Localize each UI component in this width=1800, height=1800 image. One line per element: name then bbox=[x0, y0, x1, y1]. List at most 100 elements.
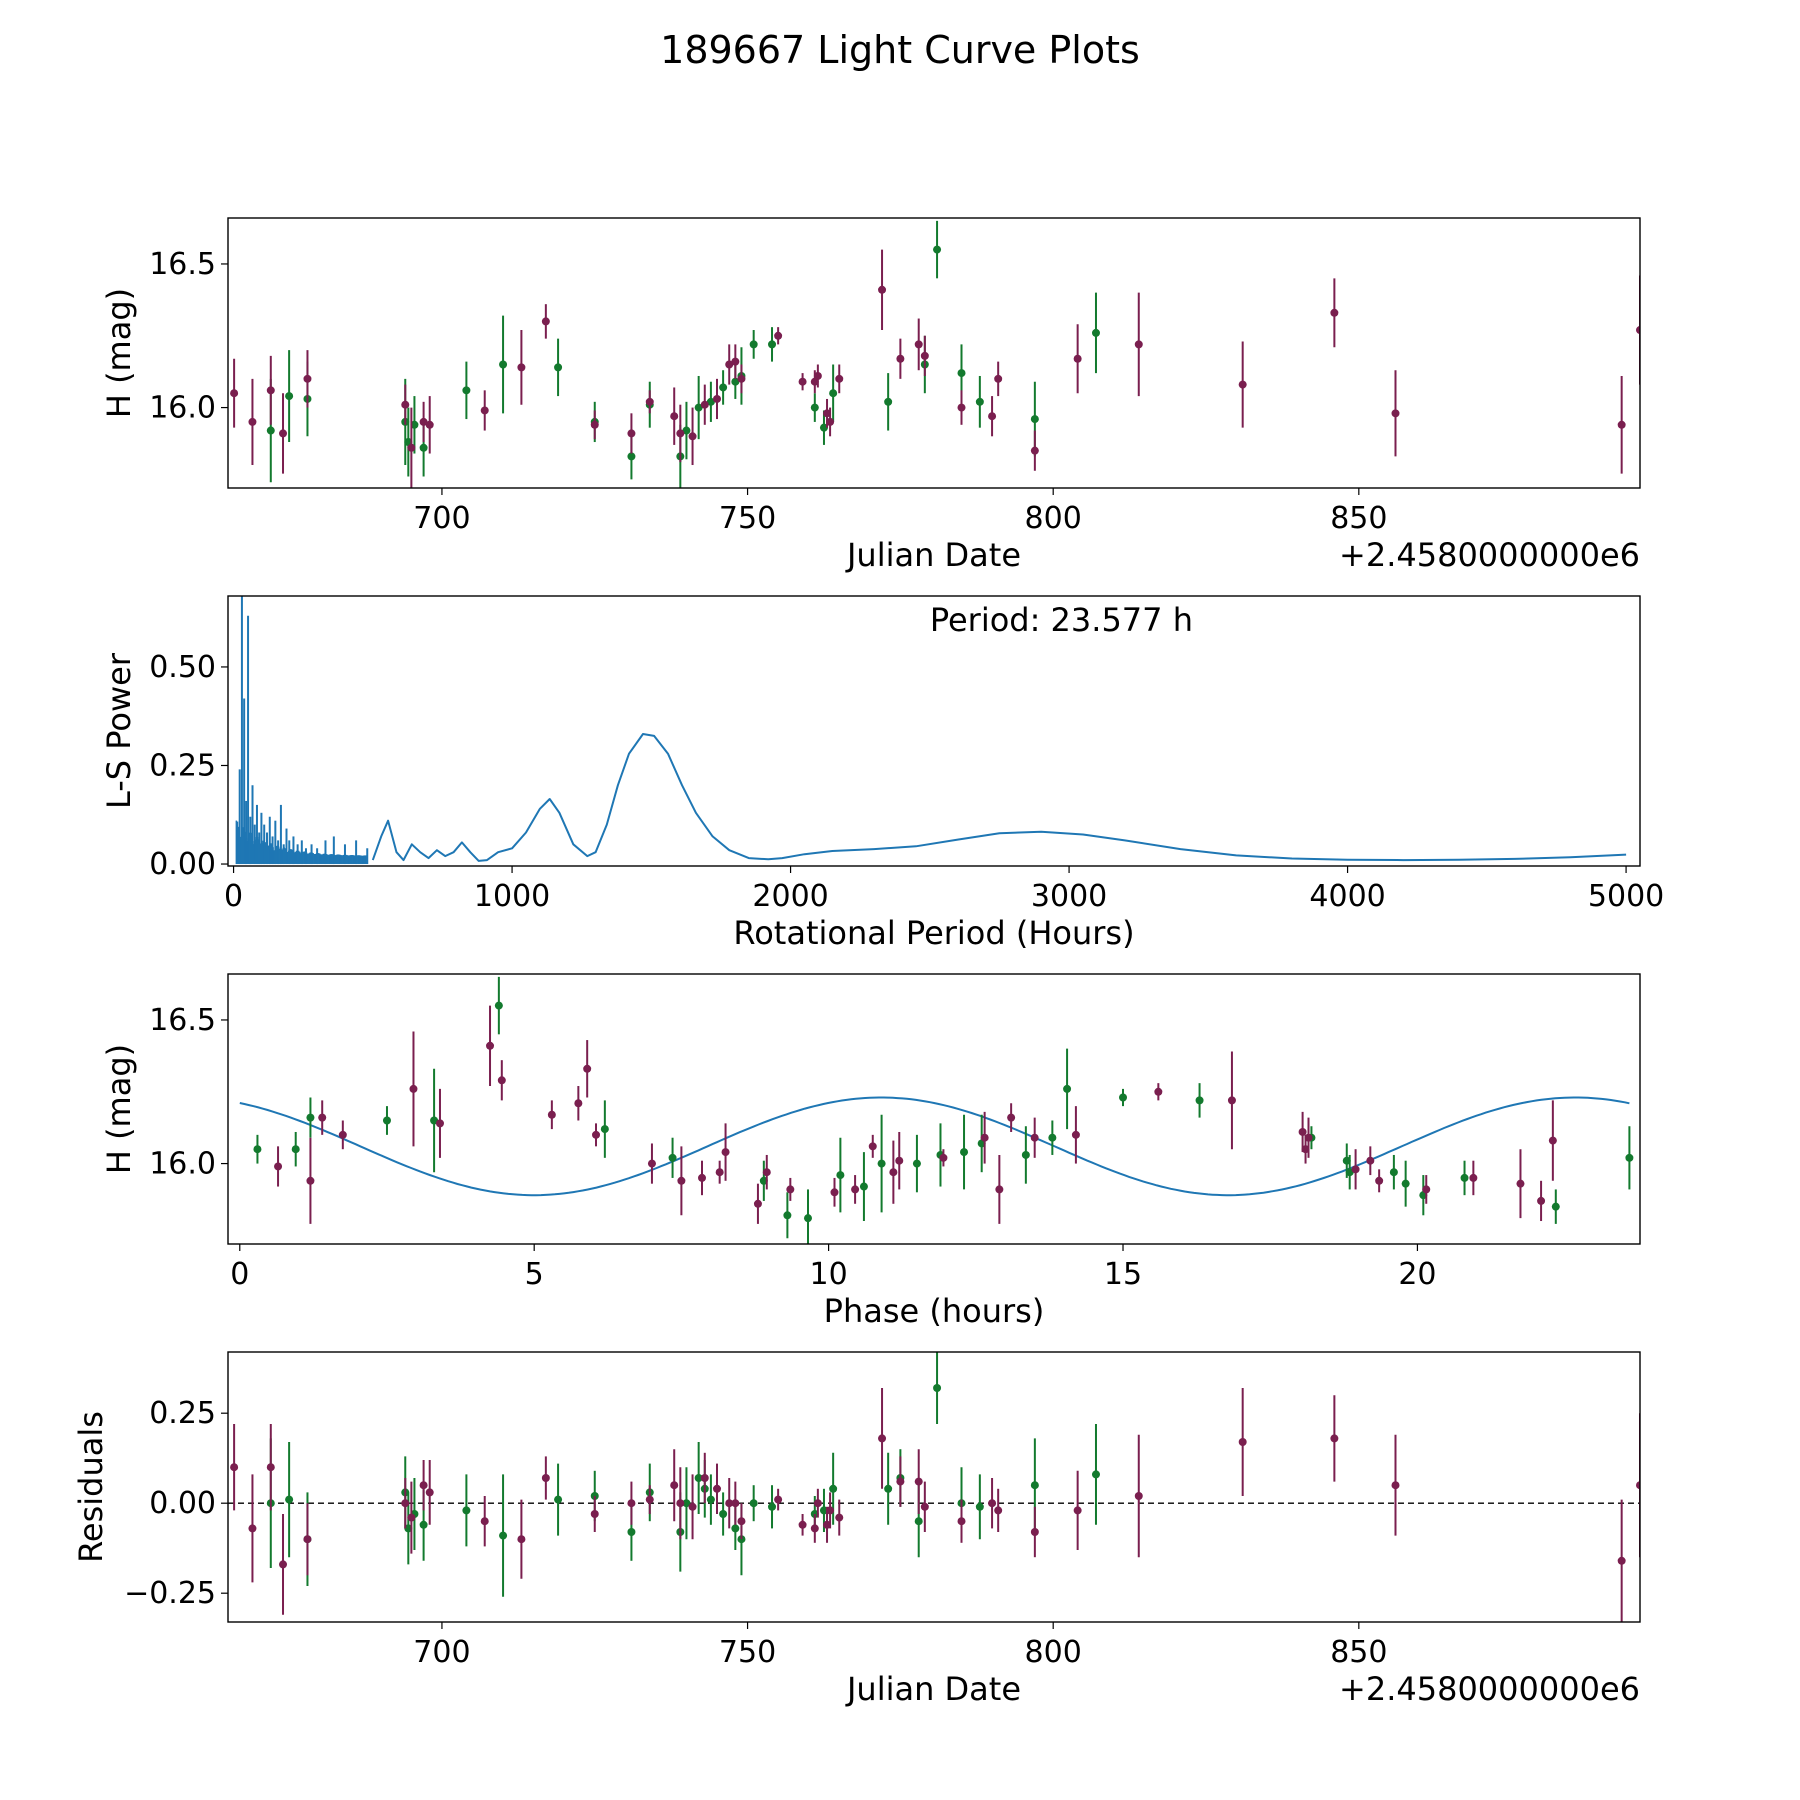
phased-point bbox=[1063, 1084, 1072, 1093]
residuals-point bbox=[554, 1495, 563, 1504]
residuals-point bbox=[541, 1474, 550, 1482]
lightcurve-point bbox=[627, 452, 636, 461]
residuals-series-maroon bbox=[230, 1388, 1640, 1622]
phased-point bbox=[1469, 1173, 1478, 1182]
phased-point bbox=[1304, 1133, 1313, 1142]
residuals-point bbox=[480, 1517, 489, 1526]
phased-point bbox=[574, 1099, 583, 1108]
phased-point bbox=[1007, 1113, 1016, 1122]
residuals-point bbox=[957, 1517, 966, 1526]
residuals-point bbox=[823, 1520, 832, 1529]
residuals-point bbox=[914, 1517, 923, 1526]
phased-point bbox=[382, 1116, 391, 1125]
lightcurve-point bbox=[266, 426, 275, 435]
periodogram-ytick-label: 0.25 bbox=[149, 748, 216, 783]
residuals-xlabel: Julian Date bbox=[845, 1670, 1021, 1708]
residuals-point bbox=[933, 1384, 942, 1392]
lightcurve-point bbox=[407, 443, 416, 452]
lightcurve-point bbox=[975, 397, 984, 406]
lightcurve-point bbox=[670, 412, 679, 421]
phased-point bbox=[698, 1173, 707, 1182]
phased-point bbox=[753, 1199, 762, 1208]
lightcurve-point bbox=[826, 417, 835, 426]
lightcurve-point bbox=[1238, 380, 1247, 389]
residuals-point bbox=[878, 1434, 887, 1443]
lightcurve-point bbox=[957, 403, 966, 412]
phased-axes-frame bbox=[227, 973, 1641, 1245]
residuals-point bbox=[914, 1477, 923, 1486]
lightcurve-point bbox=[774, 331, 783, 340]
phased-point bbox=[409, 1084, 418, 1093]
phased-xtick-label: 0 bbox=[230, 1257, 249, 1292]
lightcurve-ytick-label: 16.0 bbox=[149, 391, 216, 426]
lightcurve-ytick-label: 16.5 bbox=[149, 247, 216, 282]
residuals-point bbox=[731, 1499, 740, 1508]
phased-point bbox=[1401, 1179, 1410, 1188]
lightcurve-point bbox=[878, 285, 887, 294]
phased-point bbox=[868, 1142, 877, 1151]
periodogram-ytick-label: 0.00 bbox=[149, 847, 216, 882]
phased-fit-curve bbox=[239, 1096, 1630, 1197]
lightcurve-point bbox=[713, 394, 722, 403]
residuals-point bbox=[248, 1524, 257, 1533]
figure-title: 189667 Light Curve Plots bbox=[660, 28, 1140, 72]
lightcurve-point bbox=[706, 397, 715, 406]
lightcurve-point bbox=[676, 429, 685, 438]
lightcurve-point bbox=[1330, 308, 1339, 317]
lightcurve-point bbox=[835, 374, 844, 383]
lightcurve-xtick-label: 750 bbox=[719, 501, 776, 536]
lightcurve-series-maroon bbox=[230, 249, 1640, 488]
phased-point bbox=[877, 1159, 886, 1168]
lightcurve-point bbox=[933, 245, 942, 254]
phased-point bbox=[1375, 1176, 1384, 1185]
lightcurve-point bbox=[419, 443, 428, 452]
phased-point bbox=[1048, 1133, 1057, 1142]
residuals-point bbox=[1134, 1492, 1143, 1500]
phased-point bbox=[1548, 1136, 1557, 1145]
residuals-point bbox=[920, 1502, 929, 1511]
lightcurve-point bbox=[829, 389, 838, 398]
periodogram-ytick-label: 0.50 bbox=[149, 650, 216, 685]
lightcurve-point bbox=[1636, 326, 1640, 335]
periodogram-series-line bbox=[371, 733, 1627, 862]
phased-point bbox=[1071, 1130, 1080, 1139]
residuals-point bbox=[1091, 1470, 1100, 1479]
residuals-point bbox=[285, 1495, 294, 1504]
phased-point bbox=[677, 1176, 686, 1185]
residuals-point bbox=[798, 1520, 807, 1529]
residuals-point bbox=[819, 1506, 828, 1515]
lightcurve-point bbox=[798, 377, 807, 386]
lightcurve-point bbox=[700, 400, 709, 409]
lightcurve-xlabel: Julian Date bbox=[845, 536, 1021, 574]
lightcurve-point bbox=[823, 409, 832, 418]
periodogram-xtick-label: 4000 bbox=[1309, 879, 1385, 914]
lightcurve-plot-area bbox=[230, 220, 1640, 488]
lightcurve-point bbox=[645, 397, 654, 406]
residuals-plot-area bbox=[228, 1352, 1640, 1622]
phased-point bbox=[1537, 1196, 1546, 1205]
phased-xtick-label: 20 bbox=[1398, 1257, 1436, 1292]
lightcurve-xtick-label: 800 bbox=[1025, 501, 1082, 536]
lightcurve-point bbox=[554, 363, 563, 372]
phased-series-maroon bbox=[274, 1005, 1557, 1224]
lightcurve-axes-frame bbox=[227, 217, 1641, 489]
lightcurve-panel: 700 750 800 850 16.0 16.5 Julian Date H (mag) +2… bbox=[100, 217, 1641, 574]
periodogram-axes-frame bbox=[227, 595, 1641, 867]
phased-ytick-label: 16.5 bbox=[149, 1003, 216, 1038]
residuals-point bbox=[419, 1481, 428, 1490]
lightcurve-point bbox=[682, 426, 691, 435]
phased-point bbox=[592, 1130, 601, 1139]
phased-point bbox=[1298, 1127, 1307, 1136]
residuals-point bbox=[774, 1495, 783, 1504]
phased-point bbox=[939, 1153, 948, 1162]
residuals-point bbox=[826, 1506, 835, 1515]
residuals-point bbox=[1391, 1481, 1400, 1490]
phased-point bbox=[274, 1162, 283, 1171]
lightcurve-point bbox=[425, 420, 434, 429]
lightcurve-point bbox=[810, 403, 819, 412]
lightcurve-point bbox=[731, 357, 740, 366]
residuals-point bbox=[401, 1499, 410, 1508]
lightcurve-point bbox=[819, 423, 828, 432]
lightcurve-point bbox=[410, 420, 419, 429]
phased-point bbox=[889, 1168, 898, 1177]
